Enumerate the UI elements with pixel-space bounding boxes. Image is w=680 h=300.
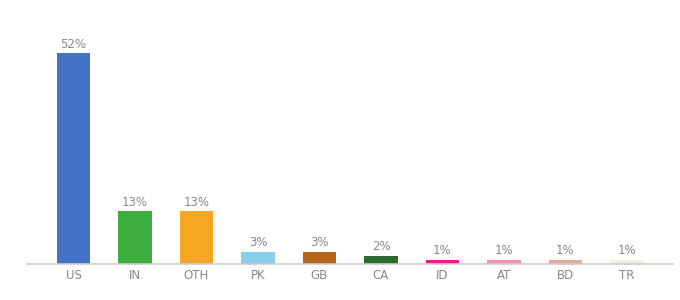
Text: 1%: 1% xyxy=(617,244,636,257)
Text: 52%: 52% xyxy=(61,38,86,51)
Bar xyxy=(56,53,90,264)
Text: 1%: 1% xyxy=(433,244,452,257)
Bar xyxy=(241,252,275,264)
Bar xyxy=(180,211,214,264)
Text: 2%: 2% xyxy=(372,240,390,253)
Text: 1%: 1% xyxy=(556,244,575,257)
Bar xyxy=(364,256,398,264)
Bar xyxy=(303,252,337,264)
Bar xyxy=(118,211,152,264)
Text: 3%: 3% xyxy=(249,236,267,249)
Text: 13%: 13% xyxy=(184,196,209,208)
Text: 1%: 1% xyxy=(494,244,513,257)
Bar xyxy=(487,260,521,264)
Bar xyxy=(610,260,644,264)
Bar xyxy=(426,260,460,264)
Text: 3%: 3% xyxy=(310,236,328,249)
Bar xyxy=(549,260,582,264)
Text: 13%: 13% xyxy=(122,196,148,208)
